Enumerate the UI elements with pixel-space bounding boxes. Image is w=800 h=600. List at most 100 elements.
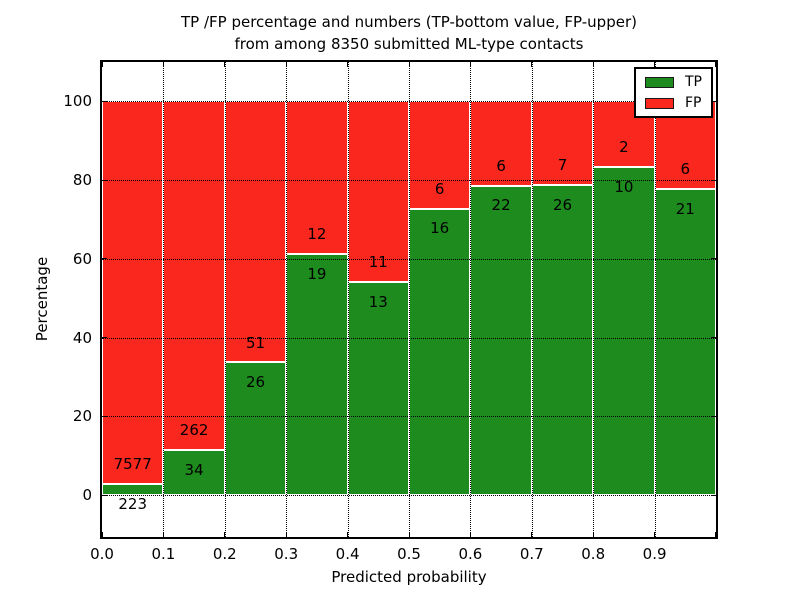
x-tick-label: 0.6: [458, 545, 483, 563]
y-tick-mark: [711, 258, 716, 260]
fp-count-label: 7: [557, 156, 568, 175]
x-tick-mark: [592, 532, 594, 537]
x-tick-mark: [408, 62, 410, 67]
tp-count-label: 22: [491, 196, 511, 215]
legend-label-tp: TP: [685, 74, 702, 90]
x-tick-label: 0.0: [90, 545, 114, 563]
fp-count-label: 262: [179, 421, 209, 440]
y-tick-mark: [102, 494, 107, 496]
x-tick-mark: [347, 532, 349, 537]
bar-tp-segment: [102, 483, 164, 496]
x-tick-label: 0.9: [642, 545, 667, 563]
tp-count-label: 223: [118, 494, 148, 513]
bar-fp-segment: [470, 101, 532, 186]
legend: TP FP: [634, 67, 713, 118]
tp-count-label: 34: [184, 460, 204, 479]
y-tick-mark: [711, 494, 716, 496]
x-tick-label: 0.5: [397, 545, 421, 563]
x-tick-mark: [469, 532, 471, 537]
tp-count-label: 16: [430, 219, 450, 238]
x-tick-mark: [162, 532, 164, 537]
fp-count-label: 2: [619, 138, 629, 157]
x-tick-mark: [531, 62, 533, 67]
bar-fp-segment: [531, 101, 594, 185]
y-tick-mark: [102, 258, 107, 260]
y-tick-label: 60: [72, 249, 92, 268]
x-tick-mark: [592, 62, 594, 67]
legend-entry-fp: FP: [645, 96, 702, 110]
tp-count-label: 19: [307, 264, 327, 283]
x-tick-mark: [285, 62, 287, 67]
y-tick-mark: [711, 337, 716, 339]
y-tick-mark: [102, 337, 107, 339]
y-tick-mark: [711, 415, 716, 417]
y-tick-mark: [102, 179, 107, 181]
x-tick-mark: [285, 532, 287, 537]
bar-tp-segment: [224, 362, 287, 496]
plot-area: TP FP 7577 223 262 34 51 26 12 19 11 13 6 16 6 22 7 26 2…: [100, 60, 718, 539]
fp-count-label: 6: [680, 160, 691, 179]
grid-line-v: [654, 62, 656, 537]
y-tick-label: 40: [72, 328, 92, 347]
tp-count-label: 26: [245, 372, 266, 391]
x-tick-label: 0.4: [335, 545, 360, 563]
grid-line-v: [163, 62, 165, 537]
bar-fp-segment: [224, 101, 287, 363]
fp-count-label: 7577: [113, 455, 152, 474]
y-tick-mark: [102, 415, 107, 417]
bar-fp-segment: [163, 101, 225, 450]
bar-tp-segment: [654, 188, 716, 496]
y-tick-mark: [711, 179, 716, 181]
tp-count-label: 26: [552, 195, 573, 214]
fp-count-label: 51: [245, 333, 266, 352]
x-tick-label: 0.1: [151, 545, 176, 563]
fp-count-label: 11: [368, 253, 388, 272]
fp-count-label: 6: [434, 180, 445, 199]
y-tick-mark: [102, 100, 107, 102]
bar-fp-segment: [102, 101, 164, 484]
bar-tp-segment: [593, 167, 655, 496]
y-tick-label: 80: [72, 171, 92, 190]
y-tick-label: 20: [72, 407, 92, 426]
grid-line-v: [531, 62, 533, 537]
bar-tp-segment: [531, 184, 594, 496]
grid-line-v: [409, 62, 410, 537]
fp-count-label: 12: [307, 225, 327, 244]
bar-tp-segment: [347, 281, 409, 496]
tp-count-label: 10: [614, 177, 634, 196]
legend-label-fp: FP: [685, 95, 702, 111]
y-tick-label: 0: [82, 486, 92, 505]
x-tick-mark: [224, 532, 226, 537]
x-tick-mark: [714, 62, 716, 67]
x-tick-label: 0.2: [212, 545, 237, 563]
x-tick-mark: [654, 62, 656, 67]
y-tick-label: 100: [63, 92, 92, 111]
chart-title-line-1: TP /FP percentage and numbers (TP-bottom…: [181, 13, 637, 31]
legend-entry-tp: TP: [645, 75, 702, 89]
x-tick-mark: [101, 532, 103, 537]
bar-tp-segment: [163, 450, 225, 496]
legend-swatch-tp-icon: [645, 76, 674, 88]
fp-count-label: 6: [496, 157, 506, 176]
x-tick-mark: [469, 62, 471, 67]
grid-line-v: [286, 62, 288, 537]
x-tick-mark: [101, 62, 103, 67]
bar-tp-segment: [409, 208, 471, 496]
x-axis-label: Predicted probability: [331, 568, 487, 586]
x-tick-mark: [224, 62, 226, 67]
x-tick-label: 0.3: [274, 545, 299, 563]
x-tick-mark: [531, 532, 533, 537]
grid-line-v: [224, 62, 226, 537]
x-tick-mark: [714, 532, 716, 537]
x-tick-label: 0.8: [581, 545, 606, 563]
x-tick-mark: [162, 62, 164, 67]
grid-line-v: [347, 62, 349, 537]
chart-title: TP /FP percentage and numbers (TP-bottom…: [100, 11, 718, 55]
bar-tp-segment: [286, 253, 348, 496]
chart-title-line-2: from among 8350 submitted ML-type contac…: [234, 35, 584, 53]
grid-line-v: [593, 62, 595, 537]
legend-swatch-fp-icon: [645, 97, 674, 109]
x-tick-mark: [654, 532, 656, 537]
x-tick-mark: [408, 532, 410, 537]
